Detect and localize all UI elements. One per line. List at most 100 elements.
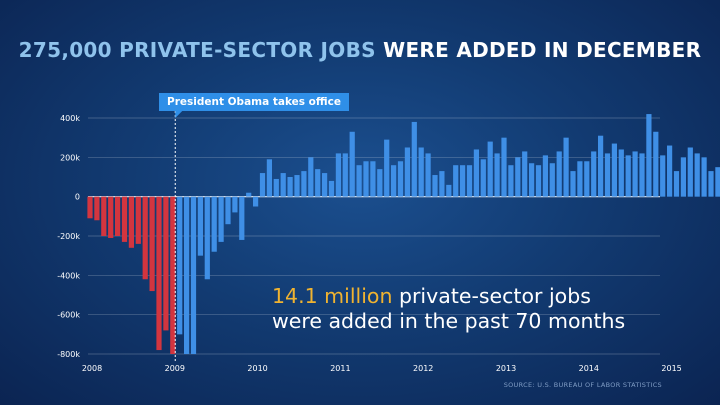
bar: [328, 180, 335, 197]
bar: [701, 157, 707, 197]
bar: [377, 169, 383, 197]
x-tick-label: 2014: [579, 364, 599, 373]
bar: [529, 163, 535, 197]
bar: [115, 196, 121, 236]
bar: [639, 153, 645, 197]
obama-callout: President Obama takes office: [159, 93, 349, 111]
bar: [480, 159, 486, 197]
bar: [218, 196, 224, 242]
bar: [301, 171, 307, 197]
summary-highlight: 14.1 million: [272, 284, 393, 308]
bar: [184, 196, 190, 354]
bar: [473, 149, 479, 197]
bar: [170, 196, 176, 354]
bar: [432, 175, 438, 197]
bar: [515, 157, 521, 197]
bar: [384, 139, 390, 197]
bar: [287, 177, 293, 197]
bar: [266, 159, 272, 197]
summary-line-2: were added in the past 70 months: [272, 309, 626, 333]
bar: [508, 165, 514, 197]
bar: [549, 163, 555, 197]
bar: [453, 165, 459, 197]
bar: [273, 178, 279, 197]
bar: [625, 155, 631, 197]
y-axis: 400k 200k 0 -200k -400k -600k -800k: [57, 114, 80, 359]
bars: [87, 114, 720, 354]
x-tick-label: 2008: [82, 364, 102, 373]
bar: [335, 153, 341, 197]
x-tick-label: 2011: [330, 364, 350, 373]
bar: [128, 196, 134, 248]
bar: [535, 165, 542, 197]
bar: [232, 196, 238, 213]
bar: [404, 147, 410, 197]
bar: [342, 153, 348, 197]
bar: [542, 155, 548, 197]
bar: [280, 173, 286, 197]
summary-rest: private-sector jobs: [398, 284, 591, 308]
bar: [584, 161, 590, 197]
summary-line-1: 14.1 million private-sector jobs: [272, 284, 625, 309]
y-tick-label: -600k: [57, 311, 80, 320]
bar: [591, 151, 597, 197]
bar: [322, 173, 328, 197]
bar: [487, 141, 493, 197]
bar: [356, 165, 362, 197]
bar: [211, 196, 217, 252]
bar: [556, 151, 562, 197]
bar: [687, 147, 693, 197]
x-tick-label: 2010: [247, 364, 267, 373]
bar: [604, 153, 611, 197]
chart-title: 275,000 PRIVATE-SECTOR JOBS WERE ADDED I…: [0, 38, 720, 62]
bar: [108, 196, 114, 238]
bar: [149, 196, 155, 292]
bar: [308, 157, 314, 197]
bar: [294, 175, 300, 197]
bar: [135, 196, 141, 244]
summary-annotation: 14.1 million private-sector jobs were ad…: [272, 284, 625, 334]
bar: [522, 151, 528, 197]
bar: [418, 147, 424, 197]
bar: [460, 165, 466, 197]
x-axis: 2008 2009 2010 2011 2012 2013 2014 2015: [82, 364, 682, 373]
bar: [397, 161, 404, 197]
x-tick-label: 2012: [413, 364, 433, 373]
bar: [190, 196, 197, 354]
bar: [204, 196, 210, 280]
bar: [563, 137, 569, 197]
bar: [667, 145, 673, 197]
y-tick-label: 0: [75, 193, 80, 202]
bar: [694, 153, 700, 197]
bar: [673, 171, 680, 197]
bar: [501, 137, 507, 197]
bar: [494, 153, 500, 197]
bar: [425, 153, 431, 197]
bar: [87, 196, 93, 219]
bar: [197, 196, 203, 256]
bar: [163, 196, 169, 331]
y-tick-label: -200k: [57, 232, 80, 241]
bar: [253, 196, 259, 207]
bar: [94, 196, 100, 221]
bar: [315, 169, 321, 197]
x-tick-label: 2009: [165, 364, 185, 373]
bar: [680, 157, 686, 197]
bar: [121, 196, 128, 242]
bar: [349, 131, 355, 197]
bar: [363, 161, 369, 197]
marker-group: [174, 111, 183, 362]
y-tick-label: 400k: [60, 114, 80, 123]
bar: [142, 196, 148, 280]
bar: [101, 196, 107, 236]
y-tick-label: -800k: [57, 350, 80, 359]
bar: [598, 135, 604, 197]
bar: [618, 149, 624, 197]
bar: [446, 184, 452, 197]
bar: [570, 171, 576, 197]
x-tick-label: 2015: [661, 364, 681, 373]
bar: [259, 173, 266, 197]
bar: [715, 167, 720, 197]
bar: [225, 196, 231, 225]
